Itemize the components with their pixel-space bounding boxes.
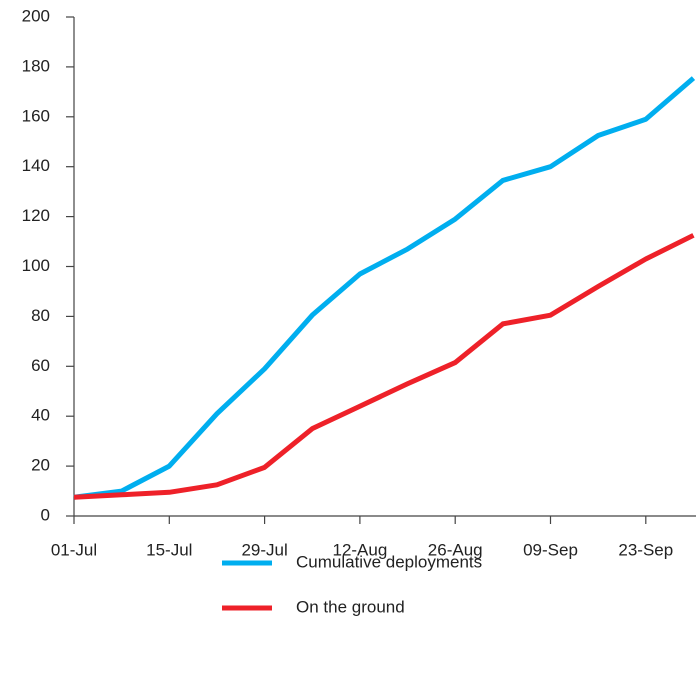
series-line xyxy=(73,233,695,500)
y-tick-label: 20 xyxy=(31,456,50,475)
x-tick-label: 23-Sep xyxy=(618,540,673,559)
x-tick-label: 12-Aug xyxy=(332,540,387,559)
x-tick-label: 09-Sep xyxy=(523,540,578,559)
y-tick-label: 60 xyxy=(31,356,50,375)
x-tick-label: 15-Jul xyxy=(146,540,192,559)
x-tick-label: 26-Aug xyxy=(428,540,483,559)
y-tick-label: 160 xyxy=(22,106,50,125)
legend-label: On the ground xyxy=(296,597,405,616)
y-tick-label: 140 xyxy=(22,156,50,175)
x-tick-label: 01-Jul xyxy=(51,540,97,559)
y-tick-label: 100 xyxy=(22,256,50,275)
y-tick-label: 0 xyxy=(41,505,50,524)
y-tick-label: 40 xyxy=(31,406,50,425)
series-line xyxy=(73,76,696,500)
legend-label: Cumulative deployments xyxy=(296,552,482,571)
y-tick-label: 120 xyxy=(22,206,50,225)
y-tick-label: 200 xyxy=(22,6,50,25)
y-tick-label: 80 xyxy=(31,306,50,325)
x-tick-label: 29-Jul xyxy=(241,540,287,559)
y-tick-label: 180 xyxy=(22,56,50,75)
